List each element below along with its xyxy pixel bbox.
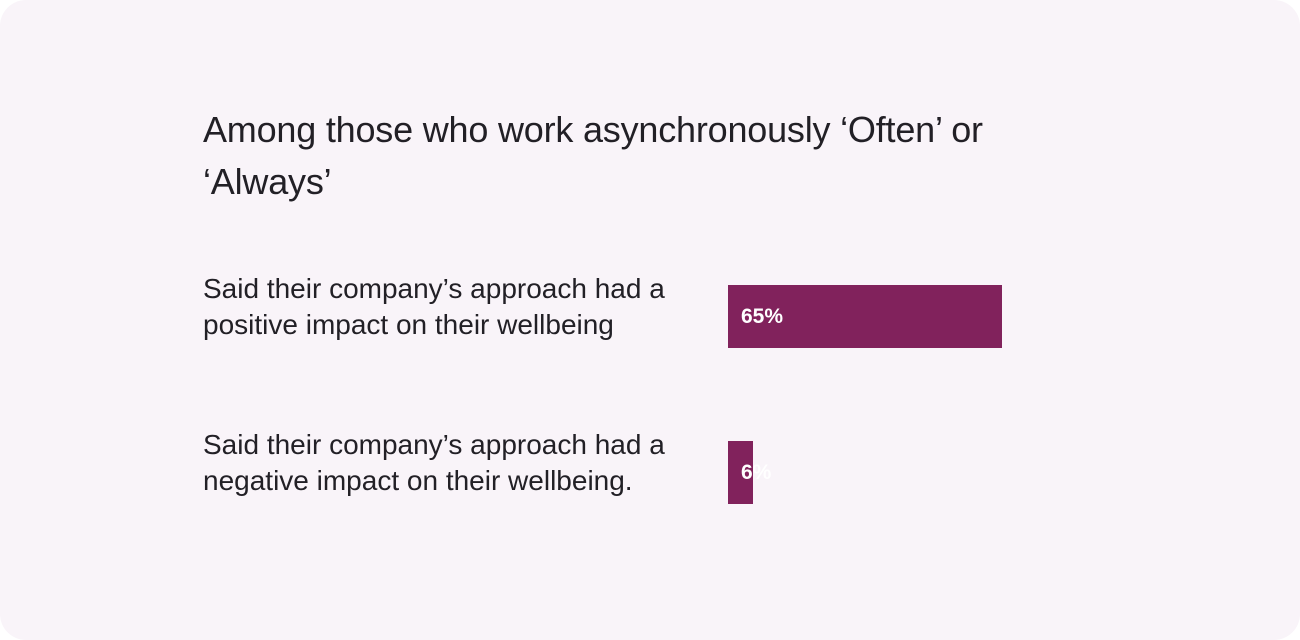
bar: 65% [728,285,1002,348]
chart-title: Among those who work asynchronously ‘Oft… [203,109,983,202]
category-label: Said their company’s approach had a posi… [203,273,665,340]
bar-value-label: 6% [741,460,772,484]
category-label: Said their company’s approach had a nega… [203,429,665,496]
bar: 6% [728,441,771,504]
bar-value-label: 65% [741,304,784,328]
